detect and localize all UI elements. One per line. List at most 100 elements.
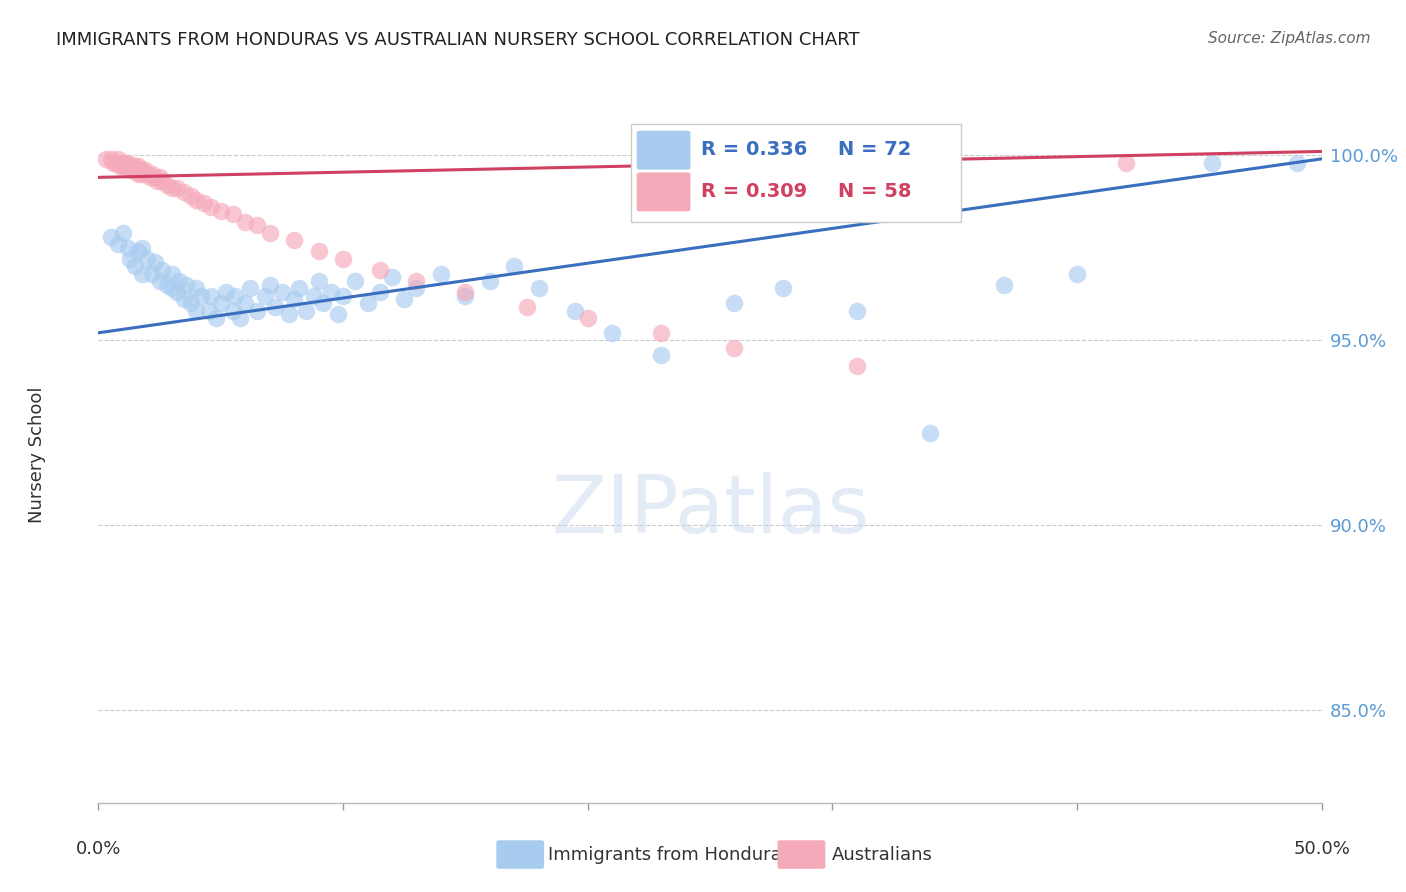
Point	[1066, 267, 1088, 281]
Point	[107, 155, 129, 169]
Point	[772, 281, 794, 295]
Point	[167, 274, 190, 288]
Point	[197, 303, 219, 318]
Point	[131, 167, 153, 181]
Point	[107, 152, 129, 166]
Point	[283, 293, 305, 307]
Point	[104, 155, 127, 169]
Point	[233, 296, 256, 310]
Point	[110, 155, 132, 169]
Point	[515, 300, 537, 314]
Point	[111, 159, 134, 173]
Point	[278, 307, 301, 321]
Text: R = 0.336: R = 0.336	[702, 140, 808, 159]
Point	[131, 163, 153, 178]
Point	[117, 159, 139, 173]
Point	[150, 263, 173, 277]
Text: R = 0.309: R = 0.309	[702, 182, 807, 201]
Point	[156, 178, 179, 192]
Point	[193, 196, 215, 211]
Point	[270, 285, 294, 299]
Point	[180, 296, 202, 310]
Point	[173, 185, 195, 199]
Point	[120, 159, 142, 173]
Point	[224, 289, 246, 303]
Point	[259, 226, 281, 240]
Point	[1115, 155, 1137, 169]
Point	[173, 293, 195, 307]
Point	[149, 274, 172, 288]
Point	[650, 326, 672, 340]
Point	[141, 267, 163, 281]
Text: 0.0%: 0.0%	[76, 839, 121, 858]
Point	[308, 244, 330, 259]
Point	[503, 259, 526, 273]
Point	[160, 267, 183, 281]
Point	[920, 425, 942, 440]
Point	[600, 326, 623, 340]
Point	[176, 277, 198, 292]
Point	[143, 255, 166, 269]
Point	[214, 285, 236, 299]
Point	[328, 307, 350, 321]
Point	[124, 163, 146, 178]
Point	[114, 155, 136, 169]
Text: Australians: Australians	[832, 846, 934, 863]
FancyBboxPatch shape	[637, 172, 690, 211]
Point	[100, 152, 122, 166]
Point	[332, 289, 354, 303]
Point	[111, 155, 134, 169]
Point	[308, 274, 330, 288]
Point	[405, 281, 427, 295]
Point	[180, 189, 202, 203]
Point	[139, 170, 162, 185]
Point	[527, 281, 550, 295]
Text: ZIPatlas: ZIPatlas	[551, 472, 869, 549]
Point	[111, 226, 134, 240]
Point	[156, 277, 179, 292]
Point	[127, 167, 149, 181]
Point	[283, 233, 305, 247]
Point	[101, 155, 124, 169]
Point	[302, 289, 325, 303]
Point	[288, 281, 311, 295]
Point	[993, 277, 1015, 292]
Point	[259, 277, 281, 292]
Text: N = 72: N = 72	[838, 140, 912, 159]
FancyBboxPatch shape	[637, 131, 690, 169]
Point	[312, 296, 335, 310]
Point	[246, 303, 269, 318]
Point	[332, 252, 354, 266]
Text: Source: ZipAtlas.com: Source: ZipAtlas.com	[1208, 31, 1371, 46]
Point	[127, 159, 149, 173]
Point	[576, 310, 599, 325]
FancyBboxPatch shape	[630, 124, 960, 222]
Point	[141, 167, 163, 181]
Point	[1286, 155, 1309, 169]
Point	[100, 229, 122, 244]
Text: IMMIGRANTS FROM HONDURAS VS AUSTRALIAN NURSERY SCHOOL CORRELATION CHART: IMMIGRANTS FROM HONDURAS VS AUSTRALIAN N…	[56, 31, 860, 49]
Point	[136, 167, 159, 181]
Point	[430, 267, 453, 281]
Point	[253, 289, 276, 303]
Point	[454, 285, 477, 299]
Point	[392, 293, 416, 307]
Point	[131, 241, 153, 255]
Point	[222, 303, 245, 318]
Point	[124, 159, 146, 173]
Point	[166, 181, 188, 195]
Point	[229, 310, 252, 325]
Point	[134, 163, 156, 178]
Point	[263, 300, 285, 314]
Point	[121, 163, 143, 178]
Point	[114, 159, 136, 173]
Point	[381, 270, 404, 285]
Point	[205, 310, 228, 325]
Point	[723, 341, 745, 355]
Point	[209, 203, 232, 218]
Point	[117, 155, 139, 169]
Point	[150, 174, 173, 188]
Point	[233, 215, 256, 229]
Point	[239, 281, 262, 295]
Point	[368, 285, 391, 299]
